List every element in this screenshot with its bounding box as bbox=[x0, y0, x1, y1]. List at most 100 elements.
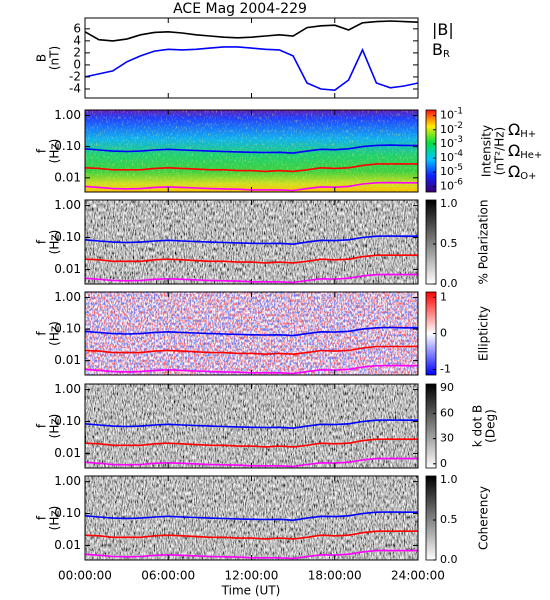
legend-entry-main: |B| bbox=[432, 20, 454, 39]
colorbar-tick-label: -1 bbox=[440, 363, 451, 376]
colorbar-tick-label-main: 0.5 bbox=[440, 237, 458, 250]
y-axis-label: f bbox=[35, 239, 49, 244]
gyrofrequency-line bbox=[84, 438, 418, 448]
colorbar-label: Intensity bbox=[480, 125, 494, 177]
colorbar-tick-label-main: 10 bbox=[440, 123, 454, 136]
colorbar bbox=[425, 109, 437, 193]
y-axis-label: f bbox=[35, 331, 49, 336]
y-tick-label: 0 bbox=[73, 57, 81, 71]
legend-entry: ΩHe+ bbox=[508, 141, 542, 162]
y-tick-label: 1.00 bbox=[54, 108, 81, 122]
y-tick-label: 1.00 bbox=[54, 382, 81, 396]
y-tick-label: 0.10 bbox=[54, 506, 81, 520]
colorbar-tick-label: 0 bbox=[440, 327, 447, 340]
legend-entry-sub: O+ bbox=[520, 171, 536, 182]
y-tick-label: 0.10 bbox=[54, 322, 81, 336]
colorbar-label: Ellipticity bbox=[477, 306, 491, 361]
colorbar-tick-label-main: 0.5 bbox=[440, 513, 458, 526]
colorbar-tick-label: 0.0 bbox=[440, 553, 458, 566]
legend-entry-main: Ω bbox=[508, 120, 520, 139]
gyrofrequency-line bbox=[84, 144, 418, 154]
y-tick-label: -2 bbox=[69, 69, 81, 83]
legend-entry-main: Ω bbox=[508, 162, 520, 181]
colorbar-tick-label: 30 bbox=[440, 432, 454, 445]
legend-entry-main: Ω bbox=[508, 141, 520, 160]
y-tick-label: 0.01 bbox=[54, 353, 81, 367]
colorbar-tick-label: 10-6 bbox=[440, 177, 463, 193]
colorbar-tick-label: 1 bbox=[440, 290, 447, 303]
colorbar-tick-label-main: 0 bbox=[440, 457, 447, 470]
colorbar-tick-label-main: 90 bbox=[440, 381, 454, 394]
gyrofrequency-line bbox=[84, 419, 418, 430]
x-tick-label: 00:00:00 bbox=[58, 569, 112, 583]
legend-entry-sub: R bbox=[443, 49, 450, 60]
colorbar-tick-label-sup: -1 bbox=[454, 106, 463, 116]
colorbar-tick-label: 0.5 bbox=[440, 237, 458, 250]
colorbar bbox=[425, 199, 437, 285]
colorbar-tick-label: 0.0 bbox=[440, 277, 458, 290]
y-axis-unit: (Hz) bbox=[48, 506, 62, 531]
y-tick-label: 6 bbox=[73, 21, 81, 35]
y-axis-unit: (Hz) bbox=[48, 414, 62, 439]
y-tick-label: 0.10 bbox=[54, 230, 81, 244]
y-tick-label: 4 bbox=[73, 33, 81, 47]
gyrofrequency-line bbox=[84, 345, 418, 356]
colorbar-tick-label-main: 10 bbox=[440, 137, 454, 150]
colorbar-tick-label-main: 60 bbox=[440, 406, 454, 419]
colorbar-tick-label-sup: -6 bbox=[454, 177, 463, 187]
colorbar-tick-label-main: 0.0 bbox=[440, 277, 458, 290]
colorbar bbox=[425, 383, 437, 469]
y-tick-label: 1.00 bbox=[54, 290, 81, 304]
x-tick-label: 06:00:00 bbox=[141, 569, 195, 583]
y-axis-unit: (Hz) bbox=[48, 321, 62, 346]
gyrofrequency-line bbox=[84, 530, 418, 540]
gyrofrequency-line bbox=[84, 326, 418, 337]
colorbar-tick-label-main: -1 bbox=[440, 363, 451, 376]
y-tick-label: -4 bbox=[69, 81, 81, 95]
colorbar-tick-label-main: 10 bbox=[440, 179, 454, 192]
legend-entry-main: B bbox=[432, 40, 443, 59]
colorbar-label: % Polarization bbox=[477, 200, 491, 285]
y-axis-unit: (nT) bbox=[48, 46, 62, 70]
y-tick-label: 0.10 bbox=[54, 139, 81, 153]
colorbar-tick-label-sup: -3 bbox=[454, 134, 463, 144]
colorbar-tick-label: 1.0 bbox=[440, 473, 458, 486]
colorbar-label: k dot B bbox=[471, 405, 485, 447]
x-tick-label: 18:00:00 bbox=[308, 569, 362, 583]
colorbar-tick-label-main: 10 bbox=[440, 109, 454, 122]
colorbar-tick-label: 1.0 bbox=[440, 197, 458, 210]
colorbar-unit: (nT²/Hz) bbox=[493, 127, 507, 175]
legend-entry-sub: H+ bbox=[520, 129, 536, 140]
line-series bbox=[84, 20, 419, 42]
y-tick-label: 0.01 bbox=[54, 170, 81, 184]
gyrofrequency-line bbox=[84, 235, 418, 246]
gyrofrequency-line bbox=[84, 163, 418, 173]
colorbar-tick-label: 0.5 bbox=[440, 513, 458, 526]
colorbar-tick-label-main: 1.0 bbox=[440, 197, 458, 210]
colorbar-tick-label: 10-1 bbox=[440, 106, 463, 122]
colorbar-tick-label: 90 bbox=[440, 381, 454, 394]
y-tick-label: 2 bbox=[73, 45, 81, 59]
y-axis-label: f bbox=[35, 515, 49, 520]
colorbar-tick-label-main: 0.0 bbox=[440, 553, 458, 566]
colorbar-tick-label-main: 30 bbox=[440, 432, 454, 445]
colorbar-tick-label: 10-4 bbox=[440, 149, 463, 165]
colorbar-tick-label-main: 1 bbox=[440, 290, 447, 303]
legend-entry: BR bbox=[432, 40, 450, 61]
chart-title: ACE Mag 2004-229 bbox=[173, 1, 307, 17]
gyrofrequency-line bbox=[84, 511, 418, 522]
colorbar-tick-label-main: 1.0 bbox=[440, 473, 458, 486]
colorbar-label: Coherency bbox=[477, 486, 491, 550]
y-axis-label: f bbox=[35, 423, 49, 428]
colorbar-tick-label: 10-2 bbox=[440, 120, 463, 136]
gyrofrequency-line bbox=[84, 254, 418, 264]
colorbar-tick-label-main: 10 bbox=[440, 151, 454, 164]
y-tick-label: 1.00 bbox=[54, 198, 81, 212]
colorbar-unit: (Deg) bbox=[484, 409, 498, 443]
colorbar-tick-label-main: 10 bbox=[440, 165, 454, 178]
x-axis-label: Time (UT) bbox=[221, 584, 281, 598]
y-axis-label: B bbox=[35, 54, 49, 62]
x-tick-label: 24:00:00 bbox=[391, 569, 445, 583]
colorbar-tick-label: 10-3 bbox=[440, 134, 463, 150]
